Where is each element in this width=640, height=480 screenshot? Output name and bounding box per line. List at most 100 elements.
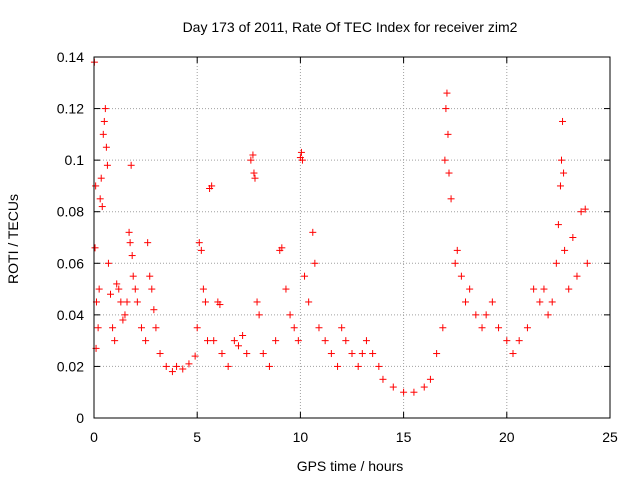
data-point-marker <box>218 350 226 358</box>
data-point-marker <box>115 285 123 293</box>
data-point-marker <box>488 298 496 306</box>
y-tick-label: 0.12 <box>57 101 84 117</box>
data-point-marker <box>472 311 480 319</box>
data-point-marker <box>102 143 110 151</box>
data-point-marker <box>321 337 329 345</box>
data-point-marker <box>243 350 251 358</box>
data-point-marker <box>426 375 434 383</box>
data-point-marker <box>554 221 562 229</box>
data-point-marker <box>168 368 176 376</box>
data-point-marker <box>478 324 486 332</box>
data-point-marker <box>148 285 156 293</box>
x-tick-label: 5 <box>193 429 201 445</box>
data-point-marker <box>379 375 387 383</box>
data-point-marker <box>185 360 193 368</box>
data-points <box>90 58 591 396</box>
data-point-marker <box>201 298 209 306</box>
data-point-marker <box>298 156 306 164</box>
data-point-marker <box>121 311 129 319</box>
data-point-marker <box>311 259 319 267</box>
y-tick-label: 0.1 <box>65 152 85 168</box>
data-point-marker <box>265 362 273 370</box>
data-point-marker <box>129 272 137 280</box>
data-point-marker <box>503 337 511 345</box>
y-axis-label: ROTI / TECUs <box>5 194 21 284</box>
data-point-marker <box>420 383 428 391</box>
data-point-marker <box>444 130 452 138</box>
data-point-marker <box>247 156 255 164</box>
x-tick-label: 0 <box>90 429 98 445</box>
tick-labels: 0 5 10 15 20 25 0 0.02 0.04 0.06 0.08 0.1 0.12 0.14 <box>57 49 618 445</box>
data-point-marker <box>358 350 366 358</box>
data-point-marker <box>109 324 117 332</box>
y-tick-label: 0.04 <box>57 307 84 323</box>
data-point-marker <box>410 388 418 396</box>
data-point-marker <box>577 208 585 216</box>
data-point-marker <box>131 285 139 293</box>
y-tick-label: 0 <box>76 410 84 426</box>
data-point-marker <box>97 174 105 182</box>
data-point-marker <box>234 342 242 350</box>
data-point-marker <box>216 301 224 309</box>
data-point-marker <box>569 234 577 241</box>
data-point-marker <box>400 388 408 396</box>
data-point-marker <box>107 290 115 298</box>
data-point-marker <box>433 350 441 358</box>
data-point-marker <box>453 246 461 254</box>
y-tick-label: 0.08 <box>57 204 84 220</box>
data-point-marker <box>523 324 531 332</box>
data-point-marker <box>111 337 119 345</box>
data-point-marker <box>301 272 309 280</box>
data-point-marker <box>144 239 152 247</box>
data-point-marker <box>565 285 573 293</box>
data-point-marker <box>156 350 164 358</box>
data-point-marker <box>91 244 99 252</box>
data-point-marker <box>530 285 538 293</box>
data-point-marker <box>250 169 258 177</box>
data-point-marker <box>348 350 356 358</box>
data-point-marker <box>354 362 362 370</box>
data-point-marker <box>100 117 108 125</box>
x-tick-label: 15 <box>396 429 412 445</box>
data-point-marker <box>146 272 154 280</box>
data-point-marker <box>482 311 490 319</box>
data-point-marker <box>282 285 290 293</box>
data-point-marker <box>342 337 350 345</box>
data-point-marker <box>327 350 335 358</box>
data-point-marker <box>369 350 377 358</box>
data-point-marker <box>99 130 107 138</box>
data-point-marker <box>251 174 259 182</box>
data-point-marker <box>119 316 127 324</box>
data-point-marker <box>439 324 447 332</box>
data-point-marker <box>249 151 257 159</box>
data-point-marker <box>224 362 232 370</box>
data-point-marker <box>199 285 207 293</box>
data-point-marker <box>447 195 455 203</box>
data-point-marker <box>560 169 568 177</box>
data-point-marker <box>552 259 560 267</box>
data-point-marker <box>548 298 556 306</box>
y-tick-label: 0.14 <box>57 49 84 65</box>
data-point-marker <box>495 324 503 332</box>
data-point-marker <box>204 337 212 345</box>
data-point-marker <box>173 362 181 370</box>
data-point-marker <box>305 298 313 306</box>
x-axis-label: GPS time / hours <box>297 458 404 474</box>
data-point-marker <box>536 298 544 306</box>
data-point-marker <box>294 337 302 345</box>
data-point-marker <box>133 298 141 306</box>
data-point-marker <box>128 252 136 260</box>
data-point-marker <box>179 365 187 373</box>
x-tick-label: 20 <box>499 429 515 445</box>
data-point-marker <box>583 259 591 267</box>
data-point-marker <box>101 105 109 113</box>
data-point-marker <box>104 259 112 267</box>
data-point-marker <box>103 161 111 169</box>
data-point-marker <box>152 324 160 332</box>
data-point-marker <box>210 337 218 345</box>
data-point-marker <box>309 228 317 236</box>
data-point-marker <box>123 298 131 306</box>
data-point-marker <box>297 148 305 156</box>
data-point-marker <box>195 239 203 247</box>
